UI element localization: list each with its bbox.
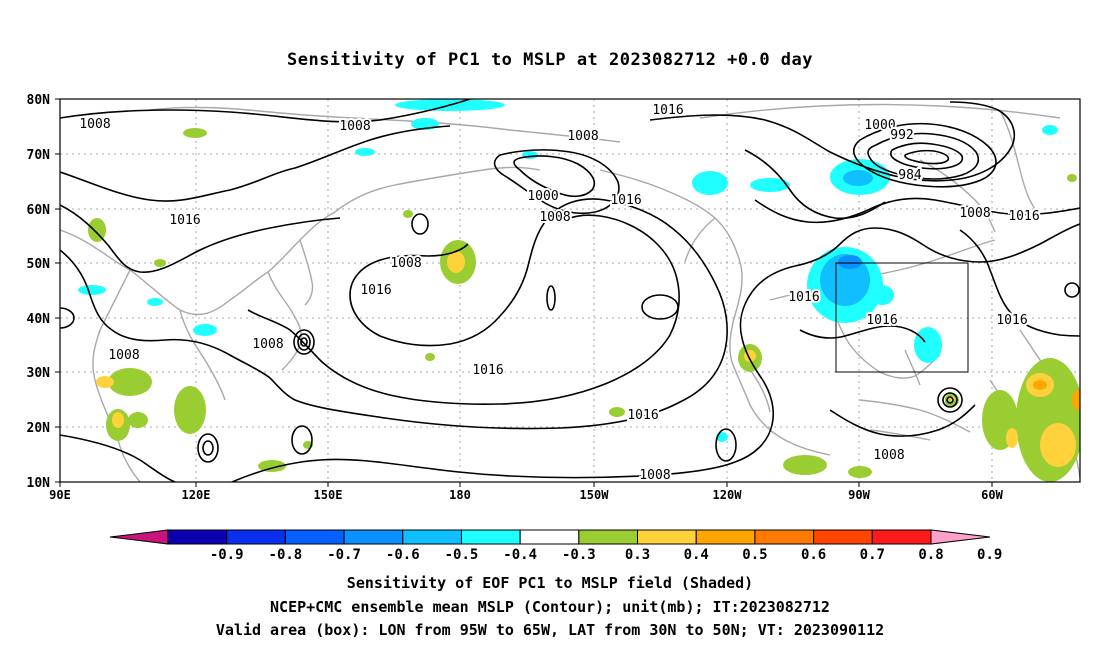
plot-area [60,99,1080,482]
contour-label: 1008 [252,337,283,352]
contour-label: 1008 [108,348,139,363]
colorbar: -0.9 -0.8 -0.7 -0.6 -0.5 -0.4 -0.3 0.3 0.4 0.5 0.6… [109,529,1002,563]
colorbar-swatch [695,529,756,545]
latitude-labels: 80N 70N 60N 50N 40N 30N 20N 10N [27,93,51,491]
colorbar-swatch [578,529,639,545]
contour-label: 1016 [996,313,1027,328]
contour-label: 1008 [390,256,421,271]
contour-label: 1008 [873,448,904,463]
colorbar-swatch [167,529,228,545]
contour-label: 1016 [652,103,683,118]
contour-label: 1000 [527,189,558,204]
colorbar-label: -0.9 [210,547,244,563]
contour-label: 1008 [639,468,670,483]
contour-label: 1016 [627,408,658,423]
lon-label: 150E [314,488,343,502]
colorbar-swatch [402,529,462,545]
colorbar-label: 0.4 [684,547,709,563]
colorbar-swatch [226,529,286,545]
axis-ticks [55,98,993,487]
contour-label: 1008 [79,117,110,132]
contour-label: 1016 [169,213,200,228]
colorbar-label: -0.6 [386,547,420,563]
colorbar-label: -0.4 [503,547,537,563]
colorbar-swatch [871,529,932,545]
colorbar-swatch [637,529,697,545]
lat-label: 60N [27,203,51,218]
colorbar-swatch [343,529,404,545]
caption-shaded: Sensitivity of EOF PC1 to MSLP field (Sh… [346,574,754,592]
valid-area-box [835,262,969,373]
colorbar-label: -0.8 [269,547,303,563]
caption-contour: NCEP+CMC ensemble mean MSLP (Contour); u… [270,598,830,616]
caption-valid-area: Valid area (box): LON from 95W to 65W, L… [215,621,885,639]
contour-label: 1008 [567,129,598,144]
colorbar-label: -0.7 [327,547,361,563]
colorbar-label: -0.5 [445,547,479,563]
contour-label: 1016 [788,290,819,305]
lat-label: 30N [27,366,51,381]
colorbar-label: 0.8 [918,547,943,563]
contour-label: 1000 [864,118,895,133]
colorbar-label: 0.5 [742,547,767,563]
sensitivity-shading [78,99,1080,482]
colorbar-swatch [519,529,580,545]
lat-label: 10N [27,476,51,491]
lat-label: 20N [27,421,51,436]
contour-label: 1016 [866,313,897,328]
plot-frame [59,98,1081,483]
lat-label: 70N [27,148,51,163]
colorbar-low-arrow [109,529,169,545]
map-title: Sensitivity of PC1 to MSLP at 2023082712… [286,50,813,70]
contour-label: 1016 [610,193,641,208]
contour-label: 1016 [1008,209,1039,224]
contour-label: 1008 [539,210,570,225]
lat-label: 80N [27,93,51,108]
colorbar-swatch [284,529,345,545]
lon-label: 90W [848,488,870,502]
contour-label: 1008 [959,206,990,221]
contour-labels: 1008 1008 1016 1008 1016 1008 1000 1008 … [77,101,1041,485]
contour-label: 984 [898,168,922,183]
lon-label: 150W [580,488,610,502]
mslp-contours [60,99,1080,482]
colorbar-swatch [813,529,873,545]
colorbar-label: 0.9 [977,547,1002,563]
longitude-labels: 90E 120E 150E 180 150W 120W 90W 60W [49,488,1003,502]
lat-label: 40N [27,312,51,327]
contour-label: 1016 [472,363,503,378]
lon-label: 60W [981,488,1003,502]
lon-label: 90E [49,488,71,502]
contour-label: 992 [890,128,913,143]
lon-label: 120E [182,488,211,502]
lon-label: 120W [713,488,743,502]
colorbar-swatch [754,529,815,545]
lat-label: 50N [27,257,51,272]
colorbar-label: 0.3 [625,547,650,563]
colorbar-swatch [460,529,521,545]
contour-label: 1016 [360,283,391,298]
colorbar-label: 0.6 [801,547,826,563]
colorbar-label: 0.7 [860,547,885,563]
contour-label: 1008 [339,119,370,134]
colorbar-high-arrow [930,529,991,545]
contour-label: 1016 [594,193,625,208]
colorbar-label: -0.3 [562,547,596,563]
lon-label: 180 [449,488,471,502]
